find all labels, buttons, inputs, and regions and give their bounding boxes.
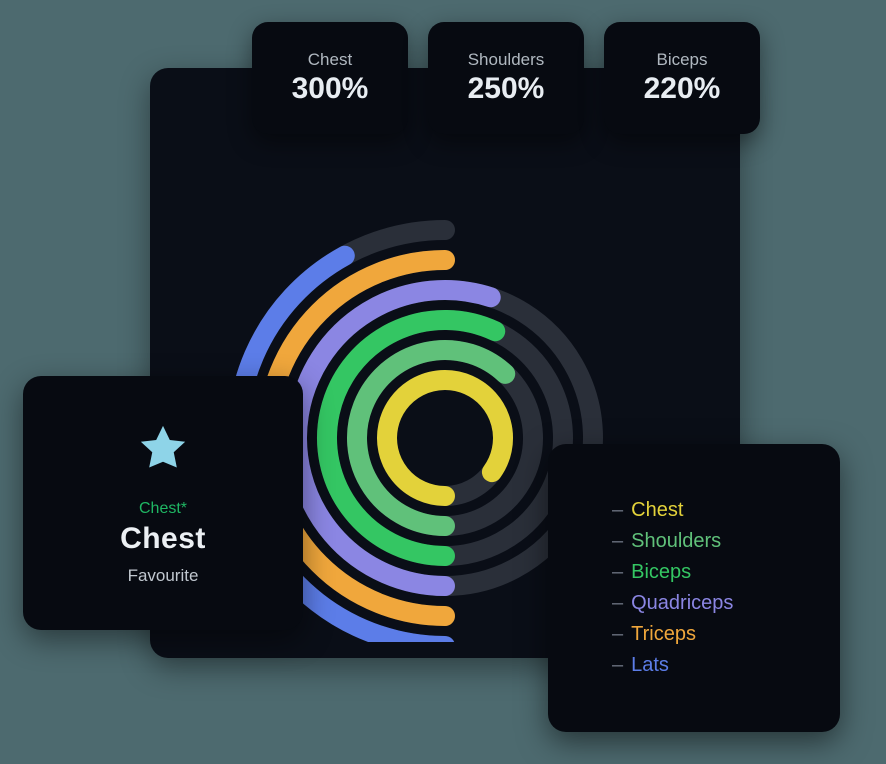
stat-label: Chest — [308, 50, 352, 70]
legend-label: Shoulders — [631, 530, 721, 553]
legend-label: Biceps — [631, 561, 691, 584]
legend-item-quadriceps[interactable]: –Quadriceps — [612, 588, 840, 619]
chart-arc-chest[interactable] — [387, 380, 503, 496]
favourite-eyebrow: Chest* — [139, 500, 187, 518]
stat-value: 300% — [292, 72, 369, 106]
favourite-title: Chest — [120, 522, 206, 556]
legend-item-biceps[interactable]: –Biceps — [612, 557, 840, 588]
favourite-subtitle: Favourite — [128, 566, 199, 586]
legend-item-triceps[interactable]: –Triceps — [612, 619, 840, 650]
legend-dash: – — [612, 561, 623, 584]
legend-dash: – — [612, 654, 623, 677]
stat-card-chest: Chest300% — [252, 22, 408, 134]
stat-label: Biceps — [656, 50, 707, 70]
legend-label: Lats — [631, 654, 669, 677]
legend-dash: – — [612, 530, 623, 553]
legend-item-chest[interactable]: –Chest — [612, 495, 840, 526]
star-icon — [135, 420, 191, 476]
legend-label: Chest — [631, 499, 683, 522]
favourite-card: Chest* Chest Favourite — [23, 376, 303, 630]
legend-card: –Chest–Shoulders–Biceps–Quadriceps–Trice… — [548, 444, 840, 732]
stat-card-biceps: Biceps220% — [604, 22, 760, 134]
legend-dash: – — [612, 623, 623, 646]
legend-dash: – — [612, 592, 623, 615]
legend-label: Quadriceps — [631, 592, 733, 615]
stat-label: Shoulders — [468, 50, 545, 70]
stat-value: 220% — [644, 72, 721, 106]
legend-item-shoulders[interactable]: –Shoulders — [612, 526, 840, 557]
stat-card-shoulders: Shoulders250% — [428, 22, 584, 134]
legend-item-lats[interactable]: –Lats — [612, 650, 840, 681]
legend-dash: – — [612, 499, 623, 522]
legend-label: Triceps — [631, 623, 696, 646]
stat-value: 250% — [468, 72, 545, 106]
